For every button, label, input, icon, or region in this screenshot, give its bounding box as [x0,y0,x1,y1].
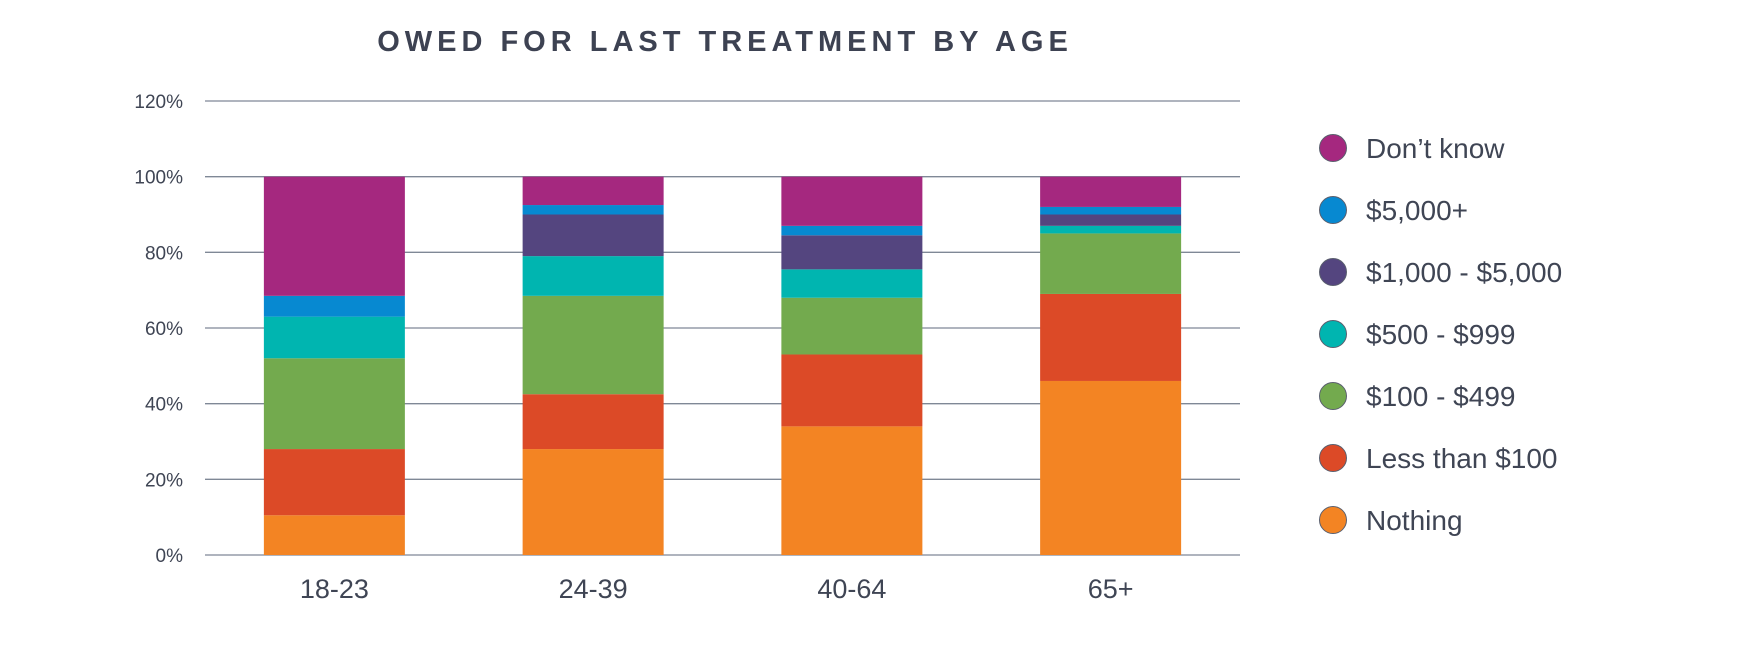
legend-marker [1319,258,1347,286]
bar-segment [1040,380,1182,555]
bar-segment [1040,225,1182,234]
y-tick-label: 40% [145,395,183,416]
legend-label: $1,000 - $5,000 [1366,257,1562,288]
x-tick-label: 65+ [1088,574,1134,604]
bar-segment [263,515,405,555]
y-tick-label: 120% [134,92,183,113]
bar-segment [781,176,923,226]
bar-segment [522,256,664,296]
bar-segment [263,316,405,359]
bar-segment [522,449,664,555]
bar-segment [1040,214,1182,226]
x-tick-label: 18-23 [300,574,369,604]
y-tick-label: 80% [145,243,183,264]
bar-segment [263,358,405,450]
legend-marker [1319,382,1347,410]
y-tick-label: 20% [145,470,183,491]
legend-marker [1319,320,1347,348]
legend-marker [1319,134,1347,162]
bar-segment [522,205,664,215]
bar-segment [263,176,405,296]
bar-segment [781,269,923,298]
bar-segment [1040,206,1182,215]
legend-marker [1319,444,1347,472]
bar-segment [1040,293,1182,381]
y-tick-label: 0% [156,546,184,567]
legend-label: $5,000+ [1366,195,1468,226]
bar-segment [781,297,923,355]
legend-label: Don’t know [1366,133,1505,164]
legend-label: Nothing [1366,505,1463,536]
bar-segment [522,214,664,257]
legend-label: $500 - $999 [1366,319,1515,350]
bar-segment [522,394,664,450]
bar-segment [522,176,664,206]
bar-segment [781,354,923,427]
legend-label: Less than $100 [1366,443,1558,474]
legend-label: $100 - $499 [1366,381,1515,412]
x-tick-label: 24-39 [559,574,628,604]
y-tick-label: 60% [145,319,183,340]
bar-segment [781,225,923,236]
bar-segment [1040,176,1182,207]
bar-segment [263,449,405,516]
bar-segment [781,235,923,270]
bar-segment [781,426,923,555]
x-tick-label: 40-64 [817,574,886,604]
legend-marker [1319,506,1347,534]
legend-marker [1319,196,1347,224]
bar-segment [1040,233,1182,294]
bar-segment [522,295,664,395]
bar-segment [263,295,405,317]
y-tick-label: 100% [134,168,183,189]
chart-title: OWED FOR LAST TREATMENT BY AGE [377,26,1073,58]
